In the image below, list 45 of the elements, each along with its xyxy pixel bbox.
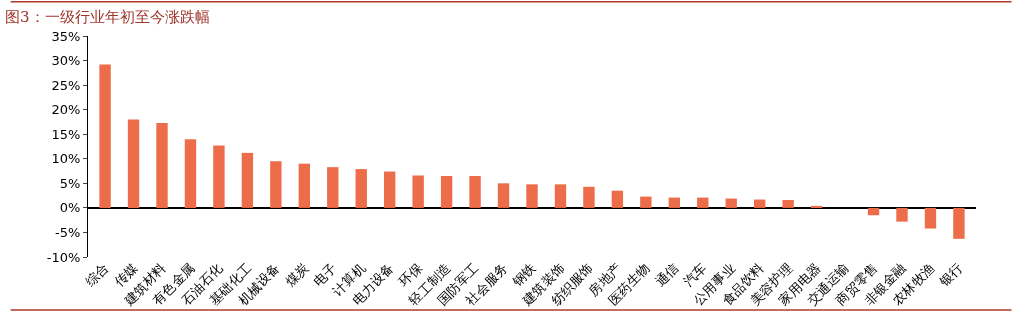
bar bbox=[810, 205, 823, 208]
y-tick-label: 30% bbox=[51, 53, 81, 69]
bar bbox=[241, 152, 254, 208]
bar bbox=[697, 197, 709, 208]
x-tick-label: 煤炭 bbox=[282, 260, 312, 290]
y-tick-label: 5% bbox=[59, 175, 81, 191]
bar bbox=[440, 175, 453, 208]
bar bbox=[896, 207, 908, 222]
bar bbox=[412, 175, 424, 208]
bar bbox=[953, 207, 965, 239]
bar bbox=[213, 145, 225, 208]
bar bbox=[668, 197, 680, 208]
bar bbox=[469, 175, 481, 208]
y-tick-label: -5% bbox=[55, 224, 81, 240]
bar bbox=[384, 171, 396, 208]
y-tick-label: 35% bbox=[51, 28, 81, 44]
bar bbox=[298, 163, 310, 208]
x-tick-label: 银行 bbox=[935, 260, 966, 291]
y-tick-label: 0% bbox=[59, 200, 81, 216]
y-tick-label: -10% bbox=[46, 249, 81, 265]
y-tick-label: 20% bbox=[51, 102, 81, 118]
bar bbox=[583, 186, 595, 208]
bar bbox=[782, 200, 794, 208]
bar bbox=[924, 207, 937, 229]
x-tick-label: 综合 bbox=[82, 260, 112, 290]
bar bbox=[99, 64, 111, 208]
y-tick-label: 10% bbox=[51, 151, 81, 167]
chart-title: 图3：一级行业年初至今涨跌幅 bbox=[5, 7, 210, 26]
bar bbox=[327, 167, 339, 208]
bar bbox=[554, 184, 567, 208]
bar bbox=[526, 184, 538, 208]
bar bbox=[497, 183, 510, 208]
bar bbox=[184, 139, 197, 208]
bar bbox=[355, 169, 367, 208]
x-tick-label: 通信 bbox=[652, 260, 682, 290]
bar bbox=[754, 199, 766, 208]
bar bbox=[127, 119, 140, 208]
bar bbox=[640, 196, 652, 208]
y-tick-label: 15% bbox=[51, 126, 81, 142]
bar bbox=[156, 122, 168, 208]
y-tick-label: 25% bbox=[51, 77, 81, 93]
bar bbox=[867, 207, 880, 216]
bar bbox=[725, 198, 737, 208]
bar bbox=[270, 161, 282, 208]
bar bbox=[611, 190, 624, 208]
